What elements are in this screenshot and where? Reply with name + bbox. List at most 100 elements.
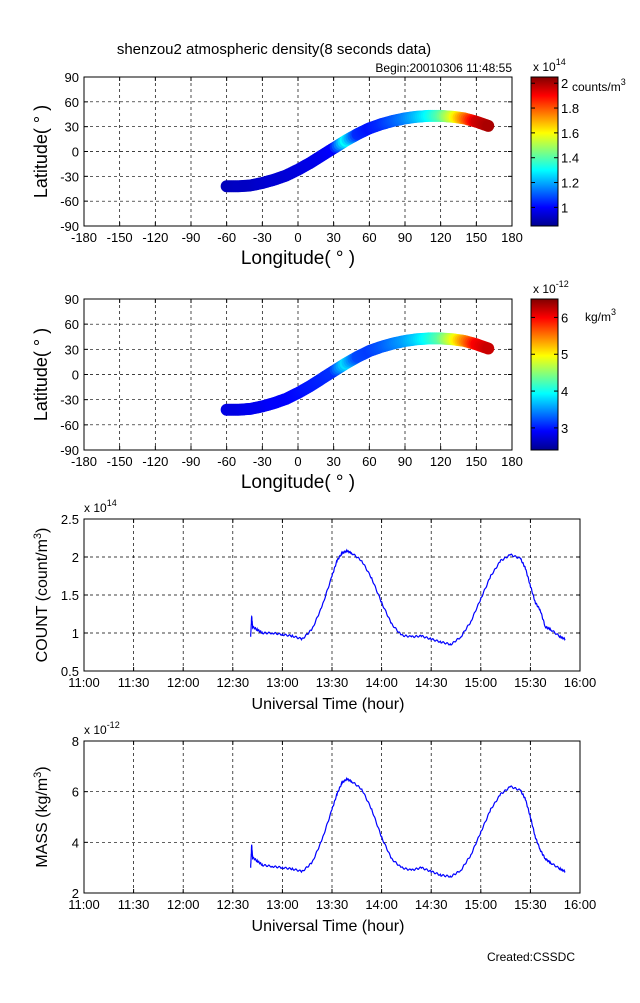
colorbar-scale-exp: -12 bbox=[556, 279, 569, 289]
x-tick-label: 13:00 bbox=[266, 675, 299, 690]
y-tick-label: 1 bbox=[72, 626, 79, 641]
mass-timeseries-panel: 11:00 11:30 12:00 12:30 13:00 13:30 14:00 14:30… bbox=[32, 720, 596, 935]
x-tick-label: 14:30 bbox=[415, 675, 448, 690]
x-tick-label: 120 bbox=[430, 230, 452, 245]
y-tick-label: 1.5 bbox=[61, 588, 79, 603]
scale-factor-base: x 10 bbox=[84, 723, 107, 737]
x-axis-label: Universal Time (hour) bbox=[252, 696, 405, 713]
x-tick-label: 16:00 bbox=[564, 675, 597, 690]
colorbar-tick-label: 1.8 bbox=[561, 101, 579, 116]
x-tick-label: -150 bbox=[107, 454, 133, 469]
y-tick-label: 60 bbox=[65, 317, 79, 332]
x-tick-label: 14:00 bbox=[365, 897, 398, 912]
x-axis-label: Longitude( ° ) bbox=[241, 472, 355, 493]
begin-timestamp: Begin:20010306 11:48:55 bbox=[375, 61, 512, 75]
count-map-panel: -180 -150 -120 -90 -60 -30 0 30 60 90 120 150 180-90… bbox=[31, 57, 626, 269]
x-axis-label: Longitude( ° ) bbox=[241, 248, 355, 269]
y-axis-label: COUNT (count/m3) bbox=[32, 528, 51, 663]
y-tick-label: 90 bbox=[65, 292, 79, 307]
x-tick-label: 13:30 bbox=[316, 675, 349, 690]
x-tick-label: 13:00 bbox=[266, 897, 299, 912]
x-tick-label: 15:00 bbox=[465, 897, 498, 912]
y-tick-label: 60 bbox=[65, 95, 79, 110]
colorbar bbox=[530, 298, 559, 451]
credit-label: Created:CSSDC bbox=[487, 950, 575, 964]
x-axis-label: Universal Time (hour) bbox=[252, 918, 405, 935]
x-tick-label: -90 bbox=[182, 230, 201, 245]
colorbar-scale-base: x 10 bbox=[533, 282, 556, 296]
series-line bbox=[250, 776, 566, 878]
y-tick-label: -60 bbox=[60, 418, 79, 433]
x-tick-label: 16:00 bbox=[564, 897, 597, 912]
y-axis-label: Latitude( ° ) bbox=[31, 328, 51, 421]
y-tick-label: 0.5 bbox=[61, 664, 79, 679]
y-tick-label: 0 bbox=[72, 368, 79, 383]
colorbar-unit-main: counts/m bbox=[572, 80, 621, 94]
colorbar-tick-label: 1.4 bbox=[561, 151, 579, 166]
x-tick-label: 14:00 bbox=[365, 675, 398, 690]
x-tick-label: 150 bbox=[465, 230, 487, 245]
colorbar-unit: kg/m3 bbox=[585, 307, 616, 324]
colorbar-tick-label: 3 bbox=[561, 421, 568, 436]
data-point bbox=[482, 342, 495, 355]
x-tick-label: 15:30 bbox=[514, 897, 547, 912]
colorbar-unit-main: kg/m bbox=[585, 310, 611, 324]
scale-factor: x 1014 bbox=[84, 498, 117, 515]
scale-factor-base: x 10 bbox=[84, 501, 107, 515]
colorbar-unit-sup: 3 bbox=[621, 77, 626, 87]
y-tick-label: 8 bbox=[72, 734, 79, 749]
y-tick-label: -60 bbox=[60, 194, 79, 209]
x-tick-label: 180 bbox=[501, 454, 523, 469]
x-tick-label: 30 bbox=[326, 230, 340, 245]
y-axis-label-end: ) bbox=[34, 528, 51, 533]
mass-map-panel: -180 -150 -120 -90 -60 -30 0 30 60 90 120 150 180-90… bbox=[31, 279, 616, 493]
scale-factor-exp: 14 bbox=[107, 498, 117, 508]
plot-area bbox=[84, 741, 580, 893]
colorbar-tick-label: 1 bbox=[561, 200, 568, 215]
x-tick-label: 60 bbox=[362, 454, 376, 469]
y-tick-label: -90 bbox=[60, 219, 79, 234]
x-tick-label: 12:30 bbox=[217, 897, 250, 912]
x-tick-label: -180 bbox=[71, 230, 97, 245]
colorbar-tick-label: 4 bbox=[561, 384, 568, 399]
colorbar-tick-label: 2 bbox=[561, 76, 568, 91]
colorbar bbox=[530, 76, 559, 227]
x-tick-label: 14:30 bbox=[415, 897, 448, 912]
colorbar-tick-label: 1.6 bbox=[561, 126, 579, 141]
x-tick-label: -60 bbox=[217, 454, 236, 469]
y-tick-label: -30 bbox=[60, 393, 79, 408]
colorbar-scale: x 10-12 bbox=[533, 279, 569, 296]
y-tick-label: 2 bbox=[72, 550, 79, 565]
x-tick-label: 150 bbox=[465, 454, 487, 469]
x-tick-label: 30 bbox=[326, 454, 340, 469]
y-tick-label: 4 bbox=[72, 835, 79, 850]
count-timeseries-panel: 11:00 11:30 12:00 12:30 13:00 13:30 14:00 14:30… bbox=[32, 498, 596, 713]
x-tick-label: 90 bbox=[398, 230, 412, 245]
x-tick-label: -90 bbox=[182, 454, 201, 469]
y-tick-label: 2.5 bbox=[61, 512, 79, 527]
x-tick-label: -30 bbox=[253, 230, 272, 245]
x-tick-label: 11:30 bbox=[118, 675, 150, 690]
y-axis-label-main: MASS (kg/m bbox=[34, 778, 51, 868]
y-tick-label: -90 bbox=[60, 443, 79, 458]
y-tick-label: 90 bbox=[65, 70, 79, 85]
y-tick-label: 30 bbox=[65, 120, 79, 135]
x-tick-label: 90 bbox=[398, 454, 412, 469]
x-tick-label: -30 bbox=[253, 454, 272, 469]
series-line bbox=[250, 548, 566, 646]
colorbar-unit-sup: 3 bbox=[611, 307, 616, 317]
x-tick-label: 15:00 bbox=[465, 675, 498, 690]
x-tick-label: 0 bbox=[294, 454, 301, 469]
x-tick-label: 11:00 bbox=[68, 897, 100, 912]
x-tick-label: -120 bbox=[142, 230, 168, 245]
x-tick-label: -120 bbox=[142, 454, 168, 469]
x-tick-label: 180 bbox=[501, 230, 523, 245]
scale-factor-exp: -12 bbox=[107, 720, 120, 730]
x-tick-label: 12:30 bbox=[217, 675, 250, 690]
x-tick-label: 15:30 bbox=[514, 675, 547, 690]
x-tick-label: -150 bbox=[107, 230, 133, 245]
x-tick-label: 12:00 bbox=[167, 675, 200, 690]
x-tick-label: 11:00 bbox=[68, 675, 100, 690]
x-tick-label: 12:00 bbox=[167, 897, 200, 912]
